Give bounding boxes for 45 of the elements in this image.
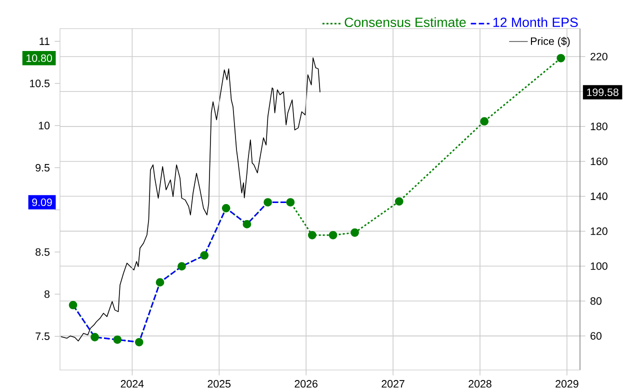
line-series bbox=[60, 57, 320, 342]
x-tick-label: 2024 bbox=[120, 380, 144, 388]
y-tick-label: 8.5 bbox=[36, 248, 50, 256]
point bbox=[308, 230, 316, 240]
point bbox=[178, 262, 186, 271]
y-tick-label: 11 bbox=[40, 38, 50, 45]
point bbox=[480, 117, 489, 126]
text: 10.80 bbox=[26, 54, 52, 62]
y2-tick-label: 160 bbox=[590, 158, 608, 166]
legend-label: 12 Month EPS bbox=[493, 17, 578, 28]
x-tick-label: 2027 bbox=[382, 380, 404, 388]
point bbox=[68, 300, 78, 310]
point bbox=[264, 198, 272, 206]
y2-tick-label: 140 bbox=[590, 192, 608, 200]
y2-tick-label: 100 bbox=[590, 262, 608, 270]
legend-label: Consensus Estimate bbox=[344, 17, 466, 28]
y2-tick-label: 180 bbox=[590, 122, 608, 130]
x-tick-label: 2029 bbox=[556, 380, 578, 388]
x-tick-label: 2025 bbox=[208, 380, 231, 388]
y-tick-label: 8 bbox=[44, 290, 50, 298]
y-tick-label: 9.5 bbox=[36, 164, 50, 172]
y-tick-label: 10.5 bbox=[30, 80, 50, 88]
point bbox=[113, 335, 122, 344]
x-tick-label: 2028 bbox=[468, 380, 492, 388]
y2-tick-label: 220 bbox=[590, 52, 608, 60]
point bbox=[222, 204, 230, 212]
text: 9.09 bbox=[32, 198, 52, 206]
point bbox=[350, 228, 359, 237]
y-tick-label: 10 bbox=[38, 122, 50, 130]
point bbox=[90, 332, 99, 342]
point bbox=[394, 197, 404, 206]
y2-tick-label: 120 bbox=[590, 227, 608, 235]
text: Price ($) bbox=[530, 36, 570, 48]
point bbox=[556, 54, 566, 62]
point bbox=[328, 230, 338, 240]
point bbox=[286, 198, 295, 206]
y2-tick-label: 80 bbox=[590, 297, 602, 305]
y2-tick-label: 60 bbox=[590, 332, 602, 340]
point bbox=[134, 338, 144, 346]
point bbox=[242, 220, 252, 228]
point bbox=[200, 251, 209, 260]
text: 199.58 bbox=[587, 88, 618, 96]
point bbox=[156, 278, 164, 287]
y-tick-label: 7.5 bbox=[36, 332, 50, 340]
x-tick-label: 2026 bbox=[294, 380, 318, 388]
